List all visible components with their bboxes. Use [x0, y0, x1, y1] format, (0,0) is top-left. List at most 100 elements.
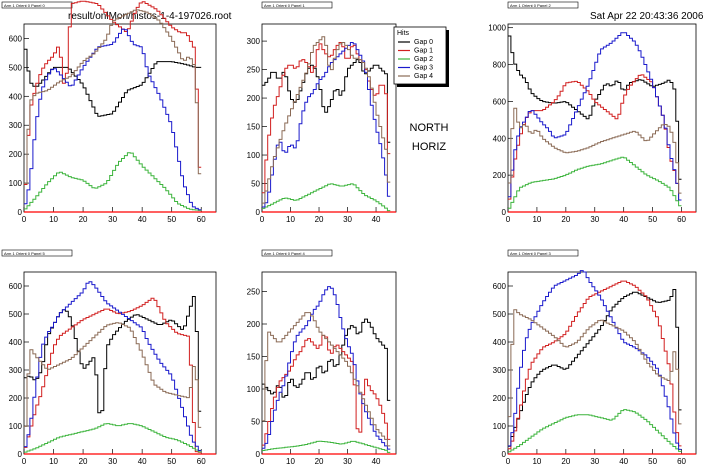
y-tick-label: 150 [247, 353, 261, 362]
x-tick-label: 30 [108, 457, 117, 466]
y-tick-label: 300 [247, 37, 261, 46]
annotation-north: NORTH [410, 122, 449, 134]
y-tick-label: 400 [493, 338, 507, 347]
x-tick-label: 10 [532, 457, 541, 466]
y-tick-label: 200 [493, 394, 507, 403]
series-gap-4 [24, 322, 202, 428]
y-tick-label: 400 [9, 338, 23, 347]
x-tick-label: 60 [197, 215, 206, 224]
y-tick-label: 200 [9, 150, 23, 159]
y-tick-label: 1000 [488, 24, 506, 33]
y-tick-label: 300 [9, 366, 23, 375]
y-tick-label: 300 [9, 121, 23, 130]
series-gap-1 [508, 280, 682, 450]
y-tick-label: 100 [493, 422, 507, 431]
x-tick-label: 0 [260, 215, 265, 224]
series-gap-2 [508, 156, 682, 209]
x-tick-label: 10 [49, 215, 58, 224]
plot-frame [507, 271, 697, 455]
panel-title: Arm 1 Orient 0 Panel 5 [4, 251, 45, 256]
x-tick-label: 40 [138, 215, 147, 224]
y-tick-label: 600 [9, 34, 23, 43]
x-tick-label: 50 [167, 215, 176, 224]
series-gap-3 [262, 286, 391, 450]
x-tick-label: 10 [532, 215, 541, 224]
series-gap-3 [24, 281, 202, 451]
datetime-label: Sat Apr 22 20:43:36 2006 [590, 11, 704, 22]
plot-frame [23, 23, 217, 213]
y-tick-label: 200 [9, 394, 23, 403]
x-tick-label: 40 [372, 215, 381, 224]
y-tick-label: 400 [9, 92, 23, 101]
x-tick-label: 40 [619, 215, 628, 224]
plot-frame [23, 271, 217, 455]
panel-title-box [1, 1, 73, 9]
legend-entry: Gap 2 [414, 56, 433, 63]
series-gap-4 [508, 107, 682, 194]
x-tick-label: 0 [506, 457, 511, 466]
panel-title-box [261, 1, 333, 9]
y-tick-label: 50 [251, 418, 260, 427]
x-tick-label: 60 [677, 457, 686, 466]
panel-2: Arm 1 Orient 0 Panel 2 0 200 400 600 800 1000 0… [488, 1, 697, 224]
panel-title-box [507, 1, 579, 9]
series-gap-2 [262, 183, 391, 212]
series-gap-4 [24, 9, 202, 184]
y-tick-label: 500 [493, 310, 507, 319]
x-tick-label: 30 [343, 215, 352, 224]
x-tick-label: 20 [315, 215, 324, 224]
panel-title: Arm 1 Orient 0 Panel 2 [510, 3, 551, 8]
legend-entry: Gap 1 [414, 48, 433, 55]
series-gap-1 [24, 0, 202, 185]
y-tick-label: 100 [247, 385, 261, 394]
annotation-horiz: HORIZ [412, 141, 447, 153]
x-tick-label: 30 [108, 215, 117, 224]
y-tick-label: 100 [9, 422, 23, 431]
series-gap-1 [262, 334, 391, 446]
x-tick-label: 40 [619, 457, 628, 466]
x-tick-label: 30 [590, 215, 599, 224]
series-gap-3 [508, 270, 682, 450]
series-gap-3 [262, 42, 391, 208]
x-tick-label: 60 [677, 215, 686, 224]
y-tick-label: 400 [493, 134, 507, 143]
x-tick-label: 0 [506, 215, 511, 224]
y-tick-label: 0 [18, 450, 23, 459]
legend-title: Hits [397, 30, 410, 37]
series-gap-2 [262, 440, 391, 453]
legend-box [393, 26, 447, 85]
y-tick-label: 0 [256, 450, 261, 459]
series-gap-4 [262, 312, 391, 447]
series-gap-3 [24, 28, 202, 211]
panel-title: Arm 1 Orient 0 Panel 3 [510, 251, 551, 256]
y-tick-label: 200 [247, 320, 261, 329]
x-tick-label: 20 [561, 457, 570, 466]
x-tick-label: 50 [648, 215, 657, 224]
y-tick-label: 100 [9, 179, 23, 188]
panel-4: Arm 1 Orient 0 Panel 4 0 50 100 150 200 250 0 10… [247, 249, 397, 466]
series-gap-1 [262, 42, 391, 194]
y-tick-label: 600 [493, 97, 507, 106]
series-gap-3 [508, 32, 682, 201]
series-gap-2 [24, 423, 202, 453]
x-tick-label: 0 [260, 457, 265, 466]
y-tick-label: 500 [9, 310, 23, 319]
y-tick-label: 300 [493, 366, 507, 375]
series-gap-0 [262, 318, 391, 401]
file-name-label: result/onlMon/histos-1-4-197026.root [68, 11, 232, 22]
y-tick-label: 800 [493, 61, 507, 70]
y-tick-label: 0 [502, 208, 507, 217]
panel-3: Arm 1 Orient 0 Panel 5010020030040050060… [1, 249, 217, 466]
series-gap-0 [508, 35, 682, 180]
panel-title: Arm 1 Orient 0 Panel 1 [264, 3, 305, 8]
plot-frame [507, 23, 697, 213]
x-tick-label: 20 [79, 457, 88, 466]
legend-entry: Gap 0 [414, 39, 433, 46]
legend-entry: Gap 4 [414, 73, 433, 80]
x-tick-label: 10 [49, 457, 58, 466]
x-tick-label: 30 [343, 457, 352, 466]
y-tick-label: 0 [18, 208, 23, 217]
legend-entry: Gap 3 [414, 65, 433, 72]
series-gap-1 [24, 297, 202, 453]
y-tick-label: 100 [247, 151, 261, 160]
